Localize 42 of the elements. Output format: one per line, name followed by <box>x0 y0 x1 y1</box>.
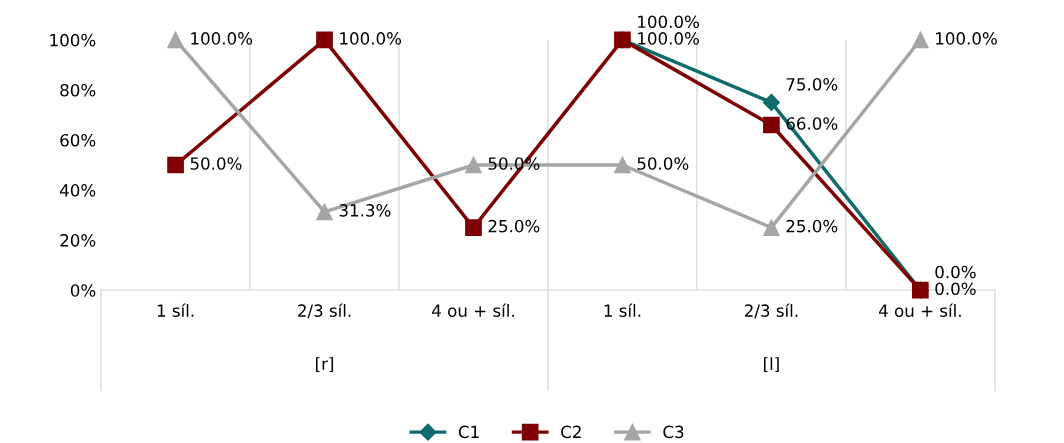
x-tick-label: 2/3 síl. <box>744 303 798 319</box>
data-label: 50.0% <box>637 157 689 170</box>
legend-label: C1 <box>458 425 479 439</box>
point <box>316 203 333 221</box>
point <box>763 219 780 236</box>
y-tick-label: 100% <box>50 33 96 47</box>
y-tick-label: 0% <box>70 284 96 297</box>
point <box>465 156 482 174</box>
data-label: 25.0% <box>488 219 540 233</box>
data-label: 100.0% <box>191 32 253 45</box>
data-label: 100.0% <box>638 15 699 29</box>
data-label: 25.0% <box>786 219 838 233</box>
data-label: 100.0% <box>936 32 997 45</box>
legend-label: C3 <box>663 425 684 439</box>
text: [r] <box>316 357 334 373</box>
data-label: 0.0% <box>935 282 976 295</box>
point <box>316 31 333 49</box>
point <box>912 31 929 49</box>
data-label: 100.0% <box>638 32 699 45</box>
data-label: 50.0% <box>488 157 540 170</box>
y-tick-label: 60% <box>60 133 96 147</box>
y-tick-label: 20% <box>60 234 96 247</box>
data-label: 100.0% <box>340 32 402 45</box>
data-label: 50.0% <box>190 157 242 170</box>
point <box>762 93 780 111</box>
point <box>167 156 184 174</box>
data-label: 75.0% <box>786 78 838 91</box>
point <box>167 31 184 49</box>
x-tick-label: 1 síl. <box>604 303 641 317</box>
data-label: 31.3% <box>339 204 391 217</box>
legend-label: C2 <box>561 425 581 439</box>
x-tick-label: 4 ou + síl. <box>432 303 514 317</box>
point <box>763 116 780 134</box>
x-tick-label: 1 síl. <box>157 303 194 317</box>
point <box>614 156 631 174</box>
y-tick-label: 40% <box>59 184 96 197</box>
y-tick-label: 80% <box>60 83 96 97</box>
point <box>465 219 482 236</box>
text: [l] <box>764 357 779 373</box>
x-tick-label: 2/3 síl. <box>298 303 351 319</box>
data-label: 0.0% <box>935 265 976 279</box>
x-tick-label: 4 ou + síl. <box>878 303 961 317</box>
